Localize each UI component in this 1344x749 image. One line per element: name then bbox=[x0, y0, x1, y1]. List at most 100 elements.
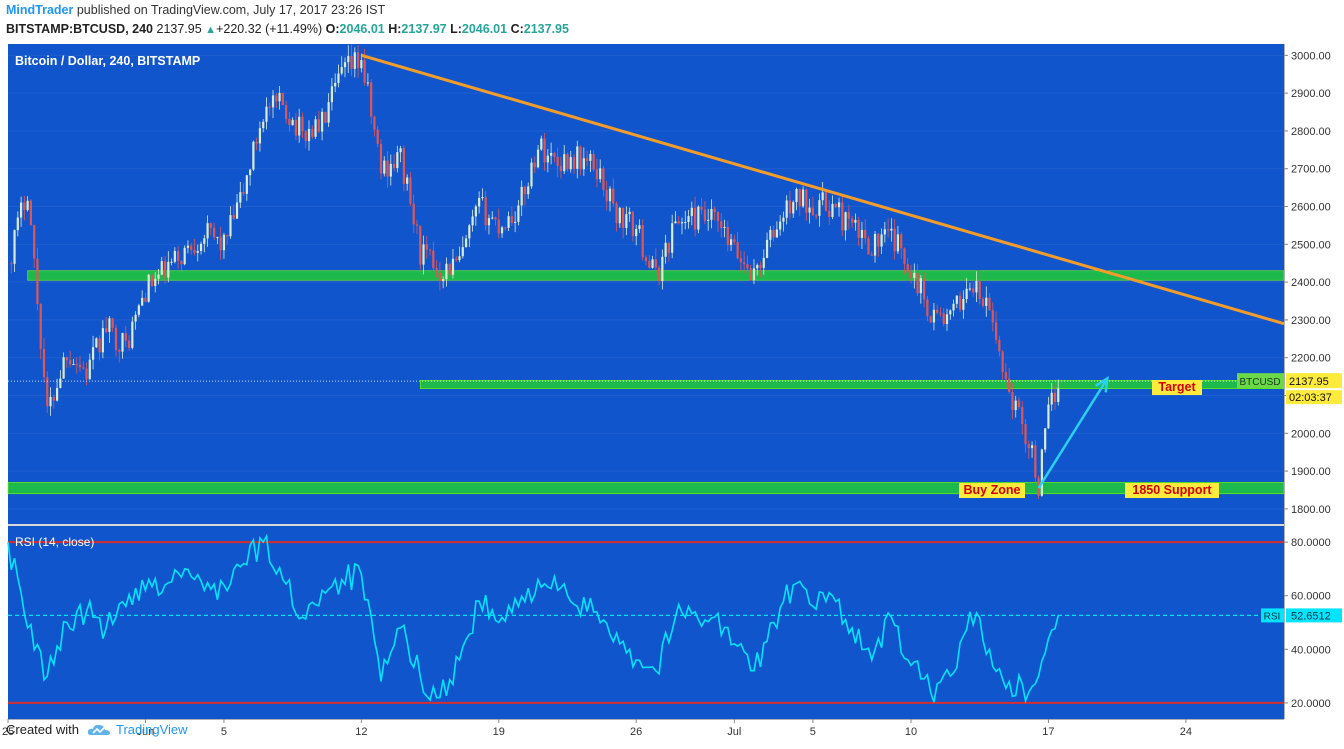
candle-body bbox=[576, 146, 579, 169]
candle-body bbox=[304, 131, 307, 142]
rsi-tick-label: 80.0000 bbox=[1291, 537, 1331, 549]
candle-body bbox=[507, 216, 510, 228]
candle-body bbox=[811, 207, 814, 216]
time-tick-label: 26 bbox=[630, 726, 642, 738]
tradingview-link[interactable]: TradingView bbox=[87, 722, 188, 737]
tradingview-cloud-icon bbox=[87, 724, 110, 735]
price-tick-label: 2500.00 bbox=[1291, 239, 1331, 251]
candle-body bbox=[173, 251, 176, 262]
rsi-axis[interactable]: 80.0000 60.0000 40.0000 20.0000 RSI 52.6512 bbox=[1261, 537, 1342, 710]
candle-body bbox=[514, 221, 517, 223]
candle-body bbox=[370, 82, 373, 117]
candle-body bbox=[628, 211, 631, 215]
candle-body bbox=[703, 209, 706, 221]
candle-body bbox=[353, 52, 356, 69]
candle-body bbox=[723, 226, 726, 228]
candle-body bbox=[1053, 392, 1057, 402]
candle-body bbox=[569, 157, 572, 170]
candle-body bbox=[687, 216, 690, 223]
rsi-bands bbox=[8, 541, 1284, 704]
candle-body bbox=[101, 328, 104, 353]
candle-body bbox=[55, 387, 59, 401]
candle-body bbox=[121, 333, 124, 352]
price-axis[interactable]: 3000.00 2900.00 2800.00 2700.00 2600.00 2500.… bbox=[8, 44, 1342, 719]
target-arrow[interactable] bbox=[1037, 376, 1109, 489]
candle-body bbox=[484, 197, 487, 226]
candle-body bbox=[288, 118, 291, 126]
candle-body bbox=[805, 189, 808, 213]
candle-body bbox=[739, 258, 742, 263]
candle-body bbox=[10, 263, 13, 265]
candle-body bbox=[39, 304, 42, 349]
candle-body bbox=[451, 258, 455, 275]
candle-body bbox=[386, 160, 389, 177]
candle-body bbox=[170, 261, 173, 263]
time-tick-label: 19 bbox=[493, 726, 505, 738]
candle-body bbox=[860, 229, 864, 238]
candle-body bbox=[118, 349, 121, 352]
candle-body bbox=[245, 175, 248, 194]
candle-body bbox=[579, 146, 582, 170]
candle-body bbox=[199, 243, 203, 252]
trendline[interactable] bbox=[360, 53, 1285, 326]
candle-body bbox=[909, 272, 913, 278]
candle-body bbox=[127, 340, 131, 348]
candle-body bbox=[1008, 378, 1011, 392]
candle-body bbox=[1027, 444, 1030, 449]
candle-body bbox=[455, 258, 458, 261]
candle-body bbox=[654, 259, 657, 268]
candle-body bbox=[249, 169, 252, 176]
candle-body bbox=[281, 92, 284, 106]
candle-body bbox=[98, 338, 101, 353]
candle-body bbox=[880, 234, 883, 247]
tradingview-brand[interactable]: TradingView bbox=[115, 722, 188, 737]
candle-body bbox=[432, 250, 435, 269]
rsi-pane[interactable]: RSI (14, close) bbox=[7, 526, 1284, 719]
candle-body bbox=[49, 396, 52, 407]
time-axis[interactable]: 25 Jun 5 12 19 26 Jul 5 10 17 24 bbox=[2, 719, 1284, 738]
candle-body bbox=[517, 205, 520, 222]
candle-body bbox=[644, 257, 648, 261]
candle-body bbox=[383, 160, 386, 174]
candle-body bbox=[775, 229, 778, 238]
footer: Created with TradingView bbox=[6, 722, 188, 737]
author-name[interactable]: MindTrader bbox=[6, 3, 74, 17]
candle-body bbox=[726, 226, 729, 245]
candle-body bbox=[1024, 424, 1027, 445]
candle-body bbox=[700, 206, 703, 210]
time-tick-label: 10 bbox=[905, 726, 917, 738]
candle-body bbox=[651, 259, 654, 268]
price-pane[interactable]: Bitcoin / Dollar, 240, BITSTAMP Target Bu… bbox=[7, 44, 1285, 524]
candle-body bbox=[765, 239, 769, 258]
candle-body bbox=[972, 288, 975, 293]
price-tick-label: 2900.00 bbox=[1291, 88, 1331, 100]
candle-body bbox=[291, 119, 294, 126]
countdown-bg bbox=[1286, 390, 1342, 405]
candle-body bbox=[936, 309, 939, 313]
candle-body bbox=[1001, 351, 1004, 373]
candle-body bbox=[95, 338, 98, 348]
candle-body bbox=[903, 248, 906, 264]
candle-body bbox=[641, 225, 644, 258]
candle-body bbox=[406, 177, 409, 184]
candle-body bbox=[203, 238, 206, 244]
high-label: H: bbox=[388, 22, 402, 36]
candle-body bbox=[792, 202, 795, 214]
candle-body bbox=[311, 128, 314, 137]
candle-body bbox=[867, 238, 870, 255]
price-tick-label: 3000.00 bbox=[1291, 50, 1331, 62]
candle-body bbox=[229, 215, 232, 237]
candle-body bbox=[759, 264, 762, 268]
candle-body bbox=[762, 257, 765, 268]
candle-body bbox=[981, 298, 985, 306]
candle-body bbox=[163, 261, 167, 278]
candle-body bbox=[667, 242, 671, 253]
candle-body bbox=[1021, 407, 1024, 425]
candle-body bbox=[608, 188, 612, 202]
candle-body bbox=[131, 321, 134, 348]
candle-body bbox=[235, 202, 239, 219]
candle-body bbox=[854, 219, 857, 223]
candle-body bbox=[275, 95, 278, 102]
candle-body bbox=[713, 208, 716, 213]
